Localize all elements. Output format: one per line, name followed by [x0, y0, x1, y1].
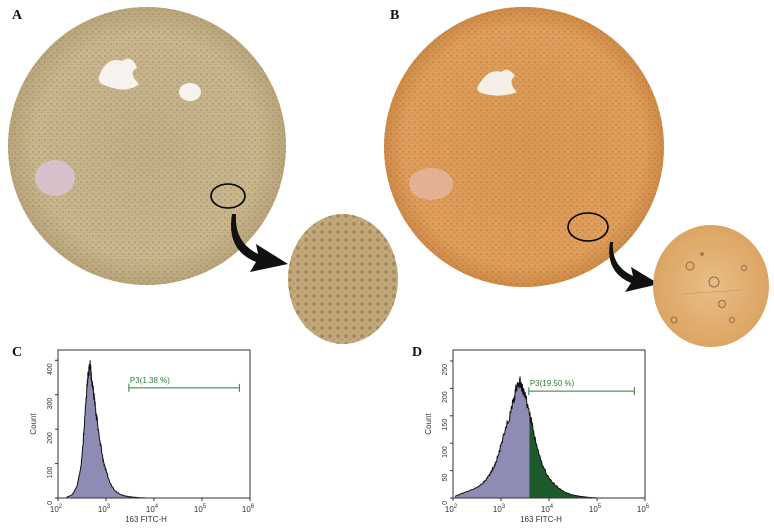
- histogram-d: 0 50 100 150 200 250 102 103 104 105 106 163 FITC-H…: [424, 349, 650, 524]
- x-tick-label: 106: [242, 504, 255, 514]
- y-tick-label: 0: [47, 501, 54, 505]
- gate-label: P3(1.38 %): [130, 376, 170, 385]
- histogram-outline: [66, 360, 147, 499]
- histogram-area: [66, 360, 147, 498]
- highlight-ring-a: [210, 183, 246, 209]
- panel-label-a: A: [12, 8, 23, 23]
- x-tick-label: 102: [50, 504, 63, 514]
- y-axis-label: Count: [424, 413, 433, 435]
- inset-a: [288, 214, 398, 344]
- x-tick-label: 106: [637, 504, 650, 514]
- y-tick-label: 100: [47, 466, 54, 478]
- x-tick-label: 105: [589, 504, 602, 514]
- micrograph-b: [384, 7, 664, 287]
- y-tick-label: 200: [442, 391, 449, 403]
- x-tick-label: 103: [98, 504, 111, 514]
- y-tick-label: 400: [47, 363, 54, 375]
- gate-label: P3(19.50 %): [530, 379, 575, 388]
- micrograph-a: [8, 7, 286, 285]
- x-tick-label: 104: [541, 504, 554, 514]
- histogram-c: 0 100 200 300 400 102 103 104 105 106 163 FITC-H Co…: [29, 349, 255, 524]
- y-tick-label: 100: [442, 446, 449, 458]
- plot-frame: [452, 349, 646, 499]
- y-tick-label: 50: [442, 473, 449, 481]
- x-tick-label: 103: [493, 504, 506, 514]
- x-axis-label: 163 FITC-H: [125, 515, 167, 524]
- gated-area: [529, 413, 597, 498]
- y-tick-label: 150: [442, 419, 449, 431]
- panel-label-d: D: [412, 345, 423, 360]
- highlight-ring-b: [567, 212, 609, 242]
- x-tick-label: 102: [445, 504, 458, 514]
- histogram-outline: [454, 376, 598, 499]
- x-tick-label: 104: [146, 504, 159, 514]
- y-tick-label: 200: [47, 432, 54, 444]
- y-tick-label: 0: [442, 501, 449, 505]
- y-tick-label: 250: [442, 364, 449, 376]
- y-axis-label: Count: [29, 413, 38, 435]
- x-tick-label: 105: [194, 504, 207, 514]
- panel-label-c: C: [12, 345, 23, 360]
- y-tick-label: 300: [47, 398, 54, 410]
- x-axis-label: 163 FITC-H: [520, 515, 562, 524]
- inset-b: [653, 225, 769, 347]
- curved-arrow-icon: [609, 242, 659, 292]
- histogram-area: [454, 376, 597, 498]
- panel-label-b: B: [390, 8, 400, 23]
- curved-arrow-icon: [231, 214, 288, 272]
